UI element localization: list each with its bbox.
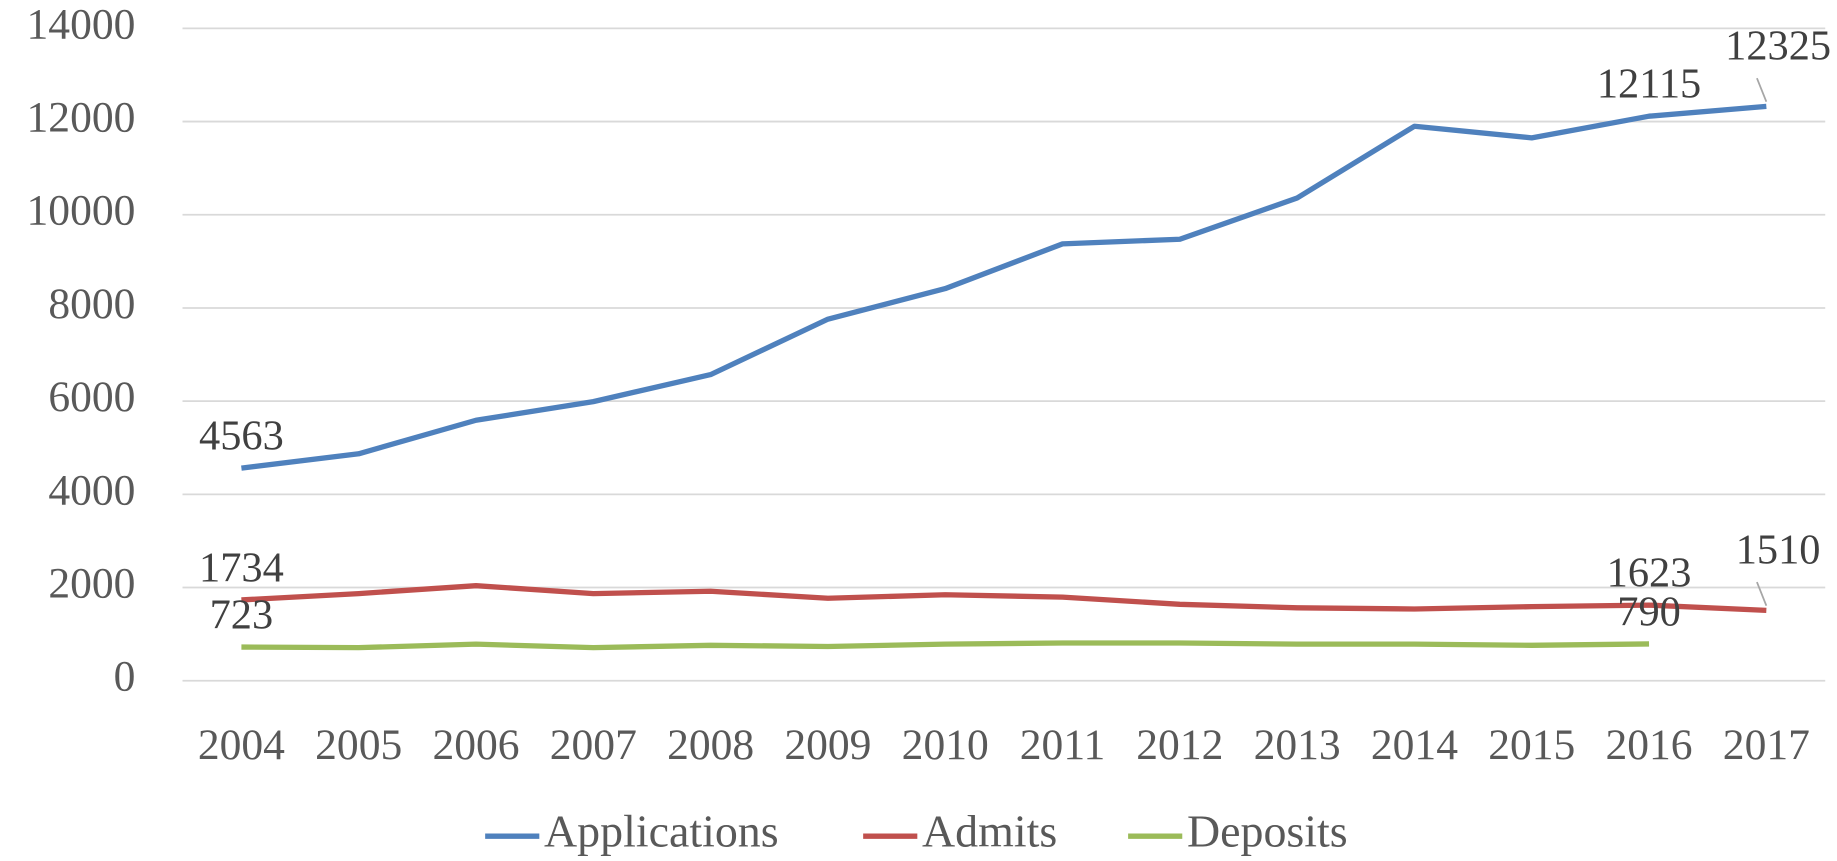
x-tick-label: 2011 bbox=[1020, 721, 1105, 769]
x-tick-label: 2009 bbox=[784, 721, 871, 769]
data-label: 1510 bbox=[1736, 527, 1821, 574]
y-tick-label: 8000 bbox=[48, 280, 135, 328]
x-tick-label: 2016 bbox=[1605, 721, 1692, 769]
legend-label: Deposits bbox=[1187, 806, 1348, 857]
x-tick-label: 2010 bbox=[902, 721, 989, 769]
data-label: 12115 bbox=[1597, 61, 1701, 108]
y-tick-label: 0 bbox=[114, 653, 136, 701]
y-tick-label: 2000 bbox=[48, 560, 135, 608]
x-tick-label: 2008 bbox=[667, 721, 754, 769]
data-label: 1734 bbox=[199, 544, 284, 591]
leader-line bbox=[1756, 581, 1768, 606]
data-label: 12325 bbox=[1725, 23, 1831, 70]
series-line bbox=[241, 640, 1650, 651]
x-tick-label: 2005 bbox=[315, 721, 402, 769]
legend-label: Admits bbox=[922, 806, 1057, 857]
series-line bbox=[241, 583, 1767, 614]
y-tick-label: 4000 bbox=[48, 466, 135, 514]
legend-label: Applications bbox=[544, 806, 779, 857]
x-tick-label: 2014 bbox=[1371, 721, 1458, 769]
data-label: 1623 bbox=[1607, 550, 1692, 597]
data-label: 723 bbox=[210, 592, 274, 639]
y-tick-label: 14000 bbox=[27, 0, 136, 48]
y-tick-label: 10000 bbox=[27, 187, 136, 235]
series-line bbox=[241, 103, 1767, 471]
x-tick-label: 2013 bbox=[1254, 721, 1341, 769]
leader-line bbox=[1756, 77, 1768, 103]
data-label: 4563 bbox=[199, 413, 284, 460]
x-tick-label: 2017 bbox=[1723, 721, 1810, 769]
x-tick-label: 2007 bbox=[550, 721, 637, 769]
x-tick-label: 2004 bbox=[198, 721, 285, 769]
y-tick-label: 6000 bbox=[48, 373, 135, 421]
data-label: 790 bbox=[1617, 588, 1681, 635]
x-tick-label: 2006 bbox=[432, 721, 519, 769]
y-tick-label: 12000 bbox=[27, 94, 136, 142]
x-tick-label: 2012 bbox=[1136, 721, 1223, 769]
x-tick-label: 2015 bbox=[1488, 721, 1575, 769]
